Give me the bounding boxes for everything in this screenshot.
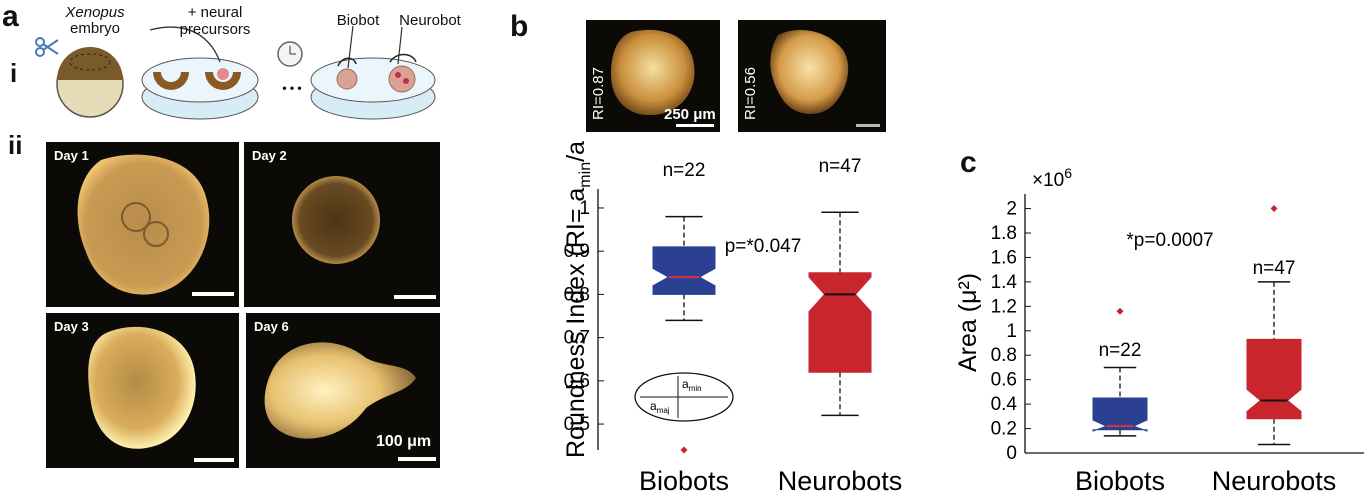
ri-label-1: RI=0.87 — [590, 67, 607, 120]
xenopus-label: Xenopus — [65, 4, 125, 21]
x-category-label: Biobots — [1075, 466, 1165, 496]
day3-label: Day 3 — [54, 319, 89, 334]
a-maj-label: amaj — [650, 399, 670, 415]
x-category-label: Neurobots — [778, 466, 903, 496]
outlier-point — [1116, 307, 1124, 315]
n-label: n=47 — [1253, 258, 1296, 279]
y-tick-label: 1.6 — [991, 247, 1017, 268]
y-tick-label: 1 — [1006, 321, 1017, 342]
y-tick-label: 0.7 — [564, 328, 590, 349]
biobot-pointer — [347, 25, 354, 69]
neurobot-pointer — [397, 26, 403, 65]
a-min-label: amin — [682, 377, 702, 393]
x-category-label: Neurobots — [1212, 466, 1337, 496]
p-value-annotation: *p=0.0007 — [1126, 230, 1213, 251]
panel-letter-c: c — [960, 146, 977, 179]
neurobot-label: Neurobot — [399, 12, 461, 29]
inset-neurobot: RI=0.56 — [738, 20, 886, 132]
x-category-label: Biobots — [639, 466, 729, 496]
day6-label: Day 6 — [254, 319, 289, 334]
petri-dish-2 — [310, 53, 436, 120]
clock-icon — [277, 41, 303, 67]
ri-label-2: RI=0.56 — [742, 67, 759, 120]
panel-letter-b: b — [510, 10, 529, 43]
micrograph-day3: Day 3 — [46, 313, 239, 468]
scale-bar-label: 100 μm — [376, 433, 432, 450]
inset-biobot: RI=0.87 250 μm — [586, 20, 720, 132]
y-tick-label: 0.6 — [991, 370, 1017, 391]
scale-bar — [394, 295, 436, 299]
panel-letter-a: a — [2, 0, 19, 33]
outlier-point — [1270, 205, 1278, 213]
y-tick-label: 2 — [1006, 199, 1017, 220]
precursor-label: + neural precursors — [179, 4, 251, 38]
schematic-illustration — [35, 25, 436, 120]
y-tick-label: 0.2 — [991, 419, 1017, 440]
n-label: n=22 — [663, 160, 706, 181]
embryo-icon — [56, 47, 124, 118]
embryo-label: embryo — [69, 20, 121, 37]
y-tick-label: 0.9 — [564, 241, 590, 262]
y-tick-label: 0.8 — [991, 345, 1017, 366]
y-tick-label: 1 — [579, 198, 590, 219]
biobot-label: Biobot — [336, 12, 380, 29]
outlier-point — [680, 446, 688, 454]
panel-label-ii: ii — [8, 130, 23, 160]
micrograph-day2: Day 2 — [244, 142, 440, 307]
day1-label: Day 1 — [54, 148, 89, 163]
scale-bar — [194, 458, 234, 462]
y-tick-label: 0.5 — [564, 414, 590, 435]
box-biobots — [652, 246, 716, 295]
p-value-annotation: p=*0.047 — [725, 236, 802, 257]
ellipsis: • • • — [282, 81, 302, 95]
box-neurobots — [1246, 338, 1302, 420]
y-tick-label: 0.4 — [991, 394, 1018, 415]
y-tick-label: 1.2 — [991, 296, 1017, 317]
y-tick-label: 1.8 — [991, 223, 1017, 244]
scale-bar — [856, 124, 880, 127]
petri-dish-1 — [141, 57, 259, 120]
y-tick-label: 1.4 — [991, 272, 1018, 293]
y-axis-label: Roundness Index (RI= amin/amaj) — [562, 140, 594, 458]
scale-bar — [676, 124, 714, 127]
y-tick-label: 0.8 — [564, 284, 590, 305]
n-label: n=22 — [1099, 340, 1142, 361]
y-tick-label: 0.6 — [564, 371, 590, 392]
micrograph-day6: Day 6 100 μm — [246, 313, 440, 468]
scale-bar — [398, 457, 436, 461]
precursor-arrow — [149, 26, 221, 63]
inset-scale-label: 250 μm — [664, 106, 716, 123]
y-multiplier: ×106 — [1032, 165, 1072, 191]
n-label: n=47 — [819, 156, 862, 177]
scissors-icon — [35, 37, 59, 57]
roundness-boxplot: 0.5 0.6 0.7 0.8 0.9 1 n=22 Biobots n=47 Neurobots… — [562, 140, 903, 496]
scale-bar — [192, 292, 234, 296]
y-tick-label: 0 — [1006, 443, 1017, 464]
y-axis-label: Area (μ²) — [954, 273, 982, 372]
area-boxplot: 0 0.2 0.4 0.6 0.8 1 1.2 1.4 1.6 1.8 2 n=22 Biobots n=… — [954, 165, 1364, 496]
box-biobots — [1092, 397, 1148, 432]
day2-label: Day 2 — [252, 148, 287, 163]
box-neurobots — [808, 272, 872, 373]
micrograph-day1: Day 1 — [46, 142, 239, 307]
panel-label-i: i — [10, 58, 18, 88]
